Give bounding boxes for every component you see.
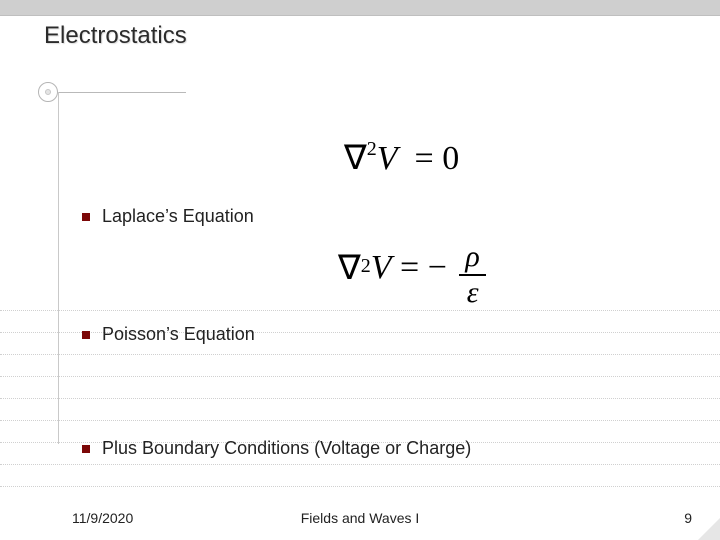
bullet-laplace: Laplace’s Equation <box>82 206 254 227</box>
denominator-eps: ε <box>461 278 485 308</box>
bullet-marker <box>82 331 90 339</box>
exponent: 2 <box>367 138 377 160</box>
page-curl-icon <box>698 518 720 540</box>
footer-title: Fields and Waves I <box>0 510 720 526</box>
exponent: 2 <box>361 255 371 278</box>
nabla-icon: ∇ <box>344 140 367 177</box>
minus-sign: − <box>428 249 447 287</box>
nabla-icon: ∇ <box>338 248 361 288</box>
footer-page-number: 9 <box>684 510 692 526</box>
fraction: ρ ε <box>459 242 485 308</box>
content-area: Laplace’s Equation Poisson’s Equation Pl… <box>0 0 720 540</box>
bullet-marker <box>82 445 90 453</box>
bullet-text: Plus Boundary Conditions (Voltage or Cha… <box>102 438 471 459</box>
numerator-rho: ρ <box>459 242 485 272</box>
var-v: V <box>371 249 392 287</box>
poisson-equation: ∇2V = − ρ ε <box>338 226 490 310</box>
bullet-bc: Plus Boundary Conditions (Voltage or Cha… <box>82 438 471 459</box>
equals <box>406 140 415 177</box>
rhs-zero: 0 <box>442 140 459 177</box>
var-v: V <box>377 140 398 177</box>
bullet-marker <box>82 213 90 221</box>
bullet-text: Poisson’s Equation <box>102 324 255 345</box>
equals-sign: = <box>415 140 434 177</box>
bullet-text: Laplace’s Equation <box>102 206 254 227</box>
equals-sign: = <box>400 249 419 287</box>
laplace-equation: ∇2V = 0 <box>344 138 459 178</box>
bullet-poisson: Poisson’s Equation <box>82 324 255 345</box>
